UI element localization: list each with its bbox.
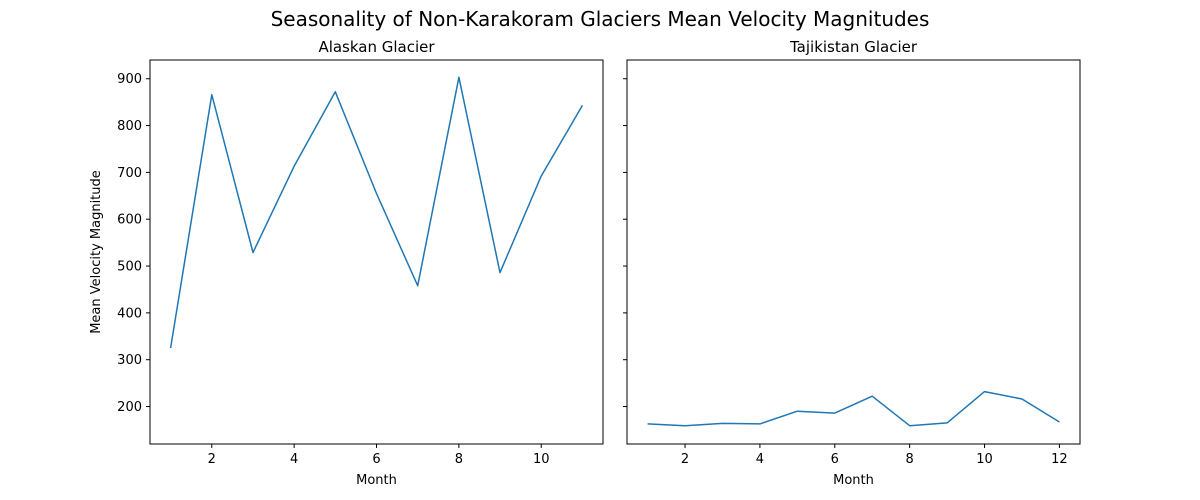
y-tick-label: 800 [117,119,142,134]
y-tick-label: 700 [117,166,142,181]
x-tick-label: 6 [831,452,839,467]
y-axis-label: Mean Velocity Magnitude [89,170,104,334]
subplot-2: Tajikistan Glacier 2 4 6 8 10 12 Month [623,38,1081,488]
series-line [169,76,584,349]
subplot-title: Tajikistan Glacier [789,38,918,56]
subplots: Alaskan Glacier 2 4 6 8 10 200 300 400 500 600 700 8… [89,38,1081,488]
y-tick-label: 200 [117,400,142,415]
x-axis-label: Month [356,473,397,488]
y-tick-label: 900 [117,72,142,87]
y-tick-label: 500 [117,260,142,275]
x-tick-label: 10 [976,452,993,467]
subplot-1: Alaskan Glacier 2 4 6 8 10 200 300 400 500 600 700 8… [89,38,604,488]
x-axis-label: Month [833,473,874,488]
x-tick-label: 12 [1051,452,1068,467]
figure-title: Seasonality of Non-Karakoram Glaciers Me… [271,7,930,31]
x-tick-label: 2 [208,452,216,467]
x-tick-label: 6 [372,452,380,467]
y-tick-label: 300 [117,353,142,368]
x-tick-label: 4 [290,452,298,467]
axes-frame [626,59,1081,445]
series-line [647,390,1060,427]
x-tick-label: 10 [533,452,550,467]
y-tick-label: 400 [117,306,142,321]
x-tick-label: 8 [906,452,914,467]
y-tick-label: 600 [117,213,142,228]
x-tick-label: 8 [455,452,463,467]
x-tick-label: 4 [756,452,764,467]
x-tick-label: 2 [681,452,689,467]
subplot-title: Alaskan Glacier [318,38,435,56]
